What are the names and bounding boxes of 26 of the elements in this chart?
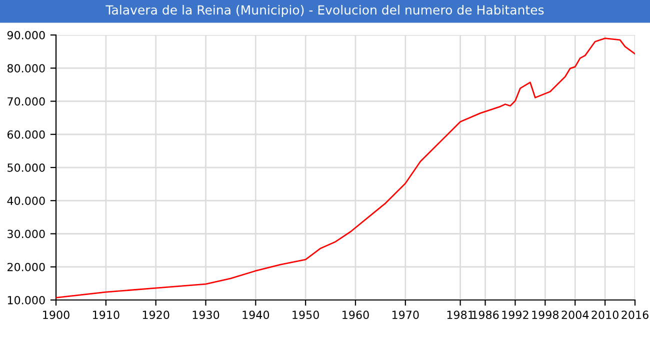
x-tick-label: 1998 (532, 310, 559, 320)
x-tick-label: 1981 (447, 310, 474, 320)
y-tick-label: 40.000 (7, 196, 45, 206)
x-tick-label: 1910 (92, 310, 120, 320)
y-tick-label: 50.000 (8, 163, 45, 172)
chart-title: Talavera de la Reina (Municipio) - Evolucion del numero de Habitantes (106, 4, 544, 18)
x-tick-label: 1950 (292, 310, 319, 320)
x-tick-label: 1970 (392, 310, 419, 320)
y-tick-label: 90.000 (7, 30, 45, 40)
x-tick-label: 1960 (342, 310, 369, 320)
x-tick-label: 1986 (472, 310, 499, 320)
x-tick-label: 2004 (562, 310, 589, 320)
x-tick-label: 1920 (142, 310, 170, 320)
y-tick-label: 20.000 (8, 262, 45, 272)
y-tick-label: 60.000 (7, 130, 45, 139)
x-tick-label: 2016 (622, 310, 648, 320)
x-tick-label: 1940 (242, 310, 270, 320)
y-tick-label: 70.000 (8, 97, 45, 106)
y-tick-label: 80.000 (7, 64, 45, 73)
y-tick-label: 10.000 (8, 296, 45, 304)
x-tick-label: 1900 (43, 310, 70, 320)
x-tick-label: 1930 (192, 310, 220, 320)
y-tick-label: 30.000 (8, 230, 45, 238)
line-series (56, 38, 635, 298)
x-tick-label: 2010 (592, 310, 618, 320)
x-tick-label: 1992 (502, 310, 528, 320)
